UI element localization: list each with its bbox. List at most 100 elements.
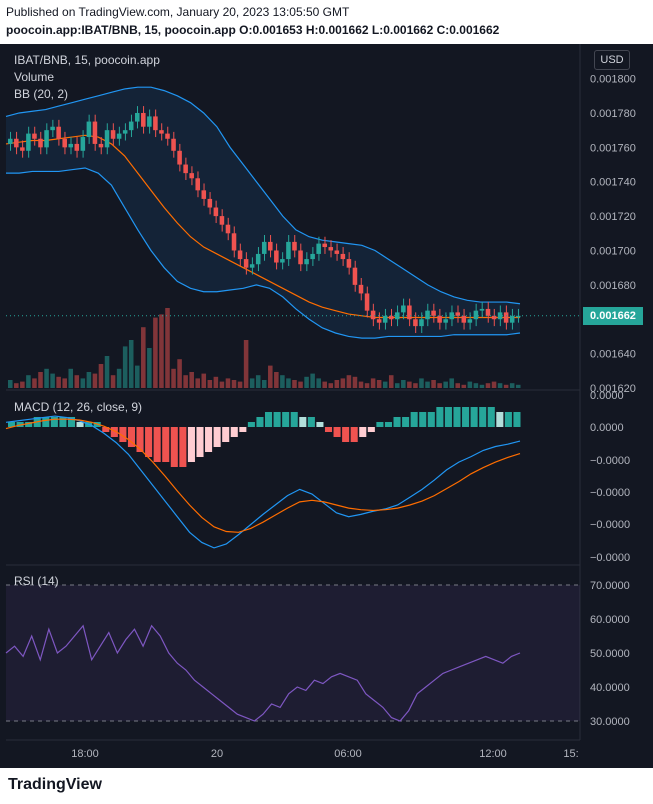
candle-body xyxy=(171,138,176,151)
macd-histogram-bar xyxy=(487,407,495,427)
candle-body xyxy=(461,315,467,323)
candle-body xyxy=(401,305,406,313)
bb-band-fill xyxy=(6,87,520,339)
volume-bar xyxy=(189,372,194,388)
volume-bar xyxy=(255,375,261,388)
candle-body xyxy=(352,267,358,285)
volume-bar xyxy=(249,378,255,388)
candle-body xyxy=(219,216,225,225)
candle-body xyxy=(407,305,412,320)
macd-histogram-bar xyxy=(496,412,504,427)
time-tick-label: 12:00 xyxy=(479,748,507,760)
volume-bar xyxy=(376,380,382,388)
macd-histogram-bar xyxy=(470,407,478,427)
volume-bar xyxy=(134,365,140,388)
macd-histogram-bar xyxy=(299,417,307,427)
candle-body xyxy=(304,259,309,265)
candle-body xyxy=(509,315,515,323)
candle-body xyxy=(467,319,473,323)
macd-histogram-bar xyxy=(393,417,401,427)
candle-body xyxy=(122,130,128,134)
volume-bar xyxy=(382,381,388,388)
volume-bar xyxy=(183,375,188,388)
volume-bar xyxy=(153,317,158,388)
volume-bar xyxy=(334,380,340,388)
legend-bb[interactable]: BB (20, 2) xyxy=(14,87,69,101)
volume-bar xyxy=(461,384,467,388)
candle-body xyxy=(413,319,418,327)
candle-body xyxy=(8,138,13,144)
macd-signal-line xyxy=(5,418,521,533)
volume-bar xyxy=(280,375,285,388)
rsi-tick-label: 30.0000 xyxy=(590,716,630,728)
macd-histogram-bar xyxy=(444,407,452,427)
candle-body xyxy=(431,310,436,316)
volume-bar xyxy=(443,381,448,388)
candle-body xyxy=(437,315,442,323)
bb-lower-line xyxy=(6,167,521,339)
legend-macd[interactable]: MACD (12, 26, close, 9) xyxy=(14,400,143,414)
macd-histogram-bar xyxy=(504,412,512,427)
symbol-line: poocoin.app:IBAT/BNB, 15, poocoin.app xyxy=(6,23,236,37)
rsi-band-fill xyxy=(6,585,580,721)
macd-histogram-bar xyxy=(25,422,33,427)
candle-body xyxy=(515,315,521,318)
candle-body xyxy=(189,173,194,179)
volume-bar xyxy=(116,368,122,388)
volume-bar xyxy=(225,378,231,388)
candle-body xyxy=(243,259,249,268)
volume-bar xyxy=(304,376,309,388)
candle-body xyxy=(322,243,327,248)
candle-body xyxy=(364,293,370,311)
candle-body xyxy=(183,164,188,174)
candle-body xyxy=(340,253,346,260)
currency-button[interactable]: USD xyxy=(594,50,630,70)
volume-bar xyxy=(340,378,346,388)
candle-body xyxy=(376,319,382,323)
legend-title[interactable]: IBAT/BNB, 15, poocoin.app xyxy=(14,53,160,67)
macd-histogram-bar xyxy=(513,412,521,427)
rsi-line xyxy=(5,624,521,722)
volume-bar xyxy=(473,383,479,388)
candle-body xyxy=(443,319,448,323)
time-tick-label: 06:00 xyxy=(334,748,362,760)
macd-histogram-bar xyxy=(110,427,118,437)
volume-bar xyxy=(38,372,43,388)
volume-bar xyxy=(491,381,497,388)
candle-body xyxy=(274,250,279,263)
volume-bar xyxy=(497,383,503,388)
volume-bar xyxy=(328,383,334,388)
macd-histogram-bar xyxy=(316,422,324,427)
volume-bar xyxy=(425,381,430,388)
candle-body xyxy=(479,308,485,311)
candle-body xyxy=(62,138,67,148)
price-tick-label: 0.001780 xyxy=(590,108,636,120)
macd-histogram-bar xyxy=(127,427,135,447)
volume-bar xyxy=(467,381,473,388)
volume-bar xyxy=(388,375,394,388)
volume-bar xyxy=(503,384,509,388)
volume-bar xyxy=(316,378,321,388)
candle-body xyxy=(92,121,98,144)
macd-histogram-bar xyxy=(8,422,16,427)
legend-volume[interactable]: Volume xyxy=(14,70,55,84)
candle-body xyxy=(56,126,61,139)
candle-body xyxy=(159,130,164,134)
volume-bar xyxy=(80,378,86,388)
chart-background xyxy=(0,44,653,768)
candle-body xyxy=(261,241,267,254)
volume-bar xyxy=(219,381,225,388)
rsi-tick-label: 50.0000 xyxy=(590,648,630,660)
macd-histogram-bar xyxy=(376,422,384,427)
volume-bar xyxy=(243,340,249,388)
volume-bar xyxy=(358,381,364,388)
volume-bar xyxy=(509,383,515,388)
macd-histogram-bar xyxy=(76,422,84,427)
candle-body xyxy=(449,312,454,320)
volume-bar xyxy=(201,373,207,388)
legend-rsi[interactable]: RSI (14) xyxy=(14,574,59,588)
volume-bar xyxy=(207,380,213,388)
candle-body xyxy=(231,233,237,251)
macd-histogram-bar xyxy=(453,407,461,427)
